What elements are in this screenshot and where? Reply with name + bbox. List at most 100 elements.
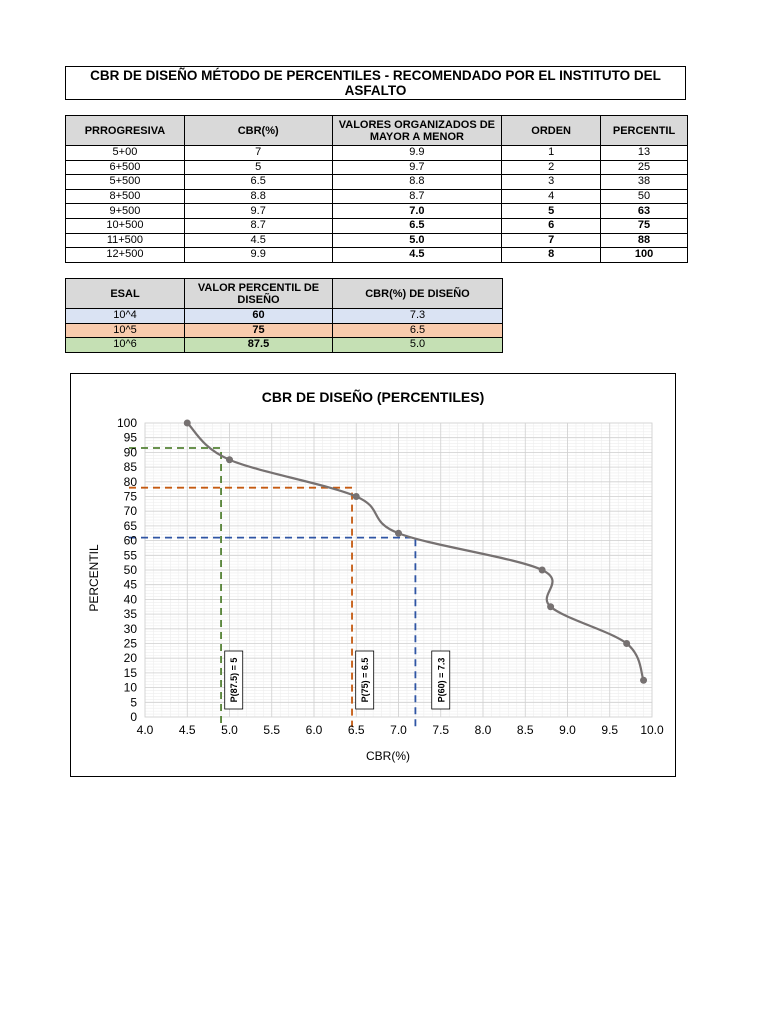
design-label-box: P(60) = 7.3 (431, 650, 451, 710)
series-line (186, 422, 645, 681)
data-point (395, 529, 402, 537)
data-point (547, 603, 555, 611)
cell-orden: 6 (501, 217, 602, 234)
y-tick-label: 100 (117, 416, 137, 430)
y-tick-label: 85 (124, 460, 138, 474)
cell-percentil: 100 (600, 247, 688, 263)
cell-prog: 5+500 (65, 174, 185, 190)
x-tick-label: 5.5 (263, 723, 280, 737)
design-labels: P(60) = 7.3 P(75) = 6.5 P(87.5) = 5 (224, 650, 451, 710)
y-tick-label: 15 (124, 666, 138, 680)
header-progresiva: PRROGRESIVA (65, 115, 185, 146)
cell-cbr: 8.7 (183, 217, 333, 234)
cell-valor: 8.8 (331, 174, 503, 190)
cell-cbr: 5.0 (332, 337, 503, 353)
design-label: P(60) = 7.3 (436, 658, 446, 703)
x-tick-label: 4.5 (179, 723, 196, 737)
y-tick-label: 20 (124, 651, 138, 665)
cell-percentil: 13 (600, 145, 688, 161)
table-row: 11+500 4.5 5.0 7 88 (65, 232, 688, 249)
data-point (226, 456, 233, 464)
header-valores: VALORES ORGANIZADOS DE MAYOR A MENOR (331, 115, 503, 146)
design-guide-line (129, 486, 353, 727)
cell-cbr: 7 (183, 145, 333, 161)
cell-orden: 4 (501, 188, 602, 205)
cell-valor: 9.7 (331, 159, 503, 176)
cell-orden: 2 (501, 159, 602, 176)
cell-cbr: 6.5 (332, 322, 503, 339)
percentile-table: PRROGRESIVA CBR(%) VALORES ORGANIZADOS D… (65, 115, 688, 263)
x-tick-label: 6.5 (348, 723, 365, 737)
cell-percentil: 63 (600, 203, 688, 219)
y-tick-label: 30 (124, 622, 138, 636)
design-table-header: ESAL VALOR PERCENTIL DE DISEÑO CBR(%) DE… (65, 278, 503, 309)
cell-orden: 1 (501, 145, 602, 161)
cell-percentil: 75 (184, 322, 333, 339)
header-orden: ORDEN (501, 115, 602, 146)
cell-esal: 10^4 (65, 308, 185, 324)
cell-cbr: 7.3 (332, 308, 503, 324)
cell-percentil: 25 (600, 159, 688, 176)
cell-prog: 9+500 (65, 203, 185, 219)
cell-valor: 8.7 (331, 188, 503, 205)
cell-valor: 7.0 (331, 203, 503, 219)
cell-prog: 11+500 (65, 232, 185, 249)
design-label: P(75) = 6.5 (360, 658, 370, 703)
design-label-box: P(75) = 6.5 (355, 650, 375, 710)
cell-cbr: 6.5 (183, 174, 333, 190)
data-point (183, 419, 191, 427)
cell-cbr: 8.8 (183, 188, 333, 205)
cell-cbr: 5 (183, 159, 333, 176)
data-point (640, 676, 648, 684)
y-tick-label: 55 (124, 548, 138, 562)
y-tick-label: 70 (124, 504, 138, 518)
chart-container: CBR DE DISEÑO (PERCENTILES) 4.0 4.5 5.0 5.5… (70, 373, 676, 777)
data-point (352, 493, 360, 500)
y-tick-label: 95 (124, 431, 138, 445)
design-guide-line (129, 447, 222, 727)
x-tick-label: 7.0 (390, 723, 407, 737)
y-tick-label: 90 (124, 445, 138, 459)
y-tick-label: 0 (130, 710, 137, 724)
design-table: ESAL VALOR PERCENTIL DE DISEÑO CBR(%) DE… (65, 278, 503, 353)
cell-prog: 6+500 (65, 159, 185, 176)
cell-orden: 5 (501, 203, 602, 219)
label-frame (224, 650, 244, 710)
cell-esal: 10^6 (65, 337, 185, 353)
table-row: 5+500 6.5 8.8 3 38 (65, 174, 688, 190)
header-esal: ESAL (65, 278, 185, 309)
cell-percentil: 87.5 (184, 337, 333, 353)
design-row: 10^4 60 7.3 (65, 308, 503, 324)
cell-percentil: 88 (600, 232, 688, 249)
header-percentil: PERCENTIL (600, 115, 688, 146)
design-label-box: P(87.5) = 5 (224, 650, 244, 710)
cell-orden: 7 (501, 232, 602, 249)
header-cbr: CBR(%) (183, 115, 333, 146)
percentile-chart: CBR DE DISEÑO (PERCENTILES) 4.0 4.5 5.0 5.5… (87, 388, 664, 763)
x-tick-label: 4.0 (137, 723, 154, 737)
x-tick-label: 9.0 (559, 723, 576, 737)
y-tick-label: 35 (124, 607, 138, 621)
cell-prog: 12+500 (65, 247, 185, 263)
x-axis-label: CBR(%) (366, 749, 410, 763)
y-tick-label: 5 (130, 695, 137, 709)
y-tick-label: 50 (124, 563, 138, 577)
cell-percentil: 60 (184, 308, 333, 324)
chart-ticks: 4.0 4.5 5.0 5.5 6.0 6.5 7.0 7.5 8.0 8.5 9.0 9.5 10.0… (117, 416, 664, 737)
cell-prog: 8+500 (65, 188, 185, 205)
x-tick-label: 8.5 (517, 723, 534, 737)
table-row: 8+500 8.8 8.7 4 50 (65, 188, 688, 205)
x-tick-label: 5.0 (221, 723, 238, 737)
table-row: 9+500 9.7 7.0 5 63 (65, 203, 688, 219)
table-row: 12+500 9.9 4.5 8 100 (65, 247, 688, 263)
y-tick-label: 25 (124, 637, 138, 651)
cell-orden: 8 (501, 247, 602, 263)
cell-valor: 9.9 (331, 145, 503, 161)
cell-valor: 4.5 (331, 247, 503, 263)
header-valor-percentil: VALOR PERCENTIL DE DISEÑO (184, 278, 333, 309)
label-frame (431, 650, 451, 710)
cell-valor: 6.5 (331, 217, 503, 234)
table-row: 5+00 7 9.9 1 13 (65, 145, 688, 161)
page-title: CBR DE DISEÑO MÉTODO DE PERCENTILES - RE… (65, 66, 686, 100)
cell-prog: 10+500 (65, 217, 185, 234)
